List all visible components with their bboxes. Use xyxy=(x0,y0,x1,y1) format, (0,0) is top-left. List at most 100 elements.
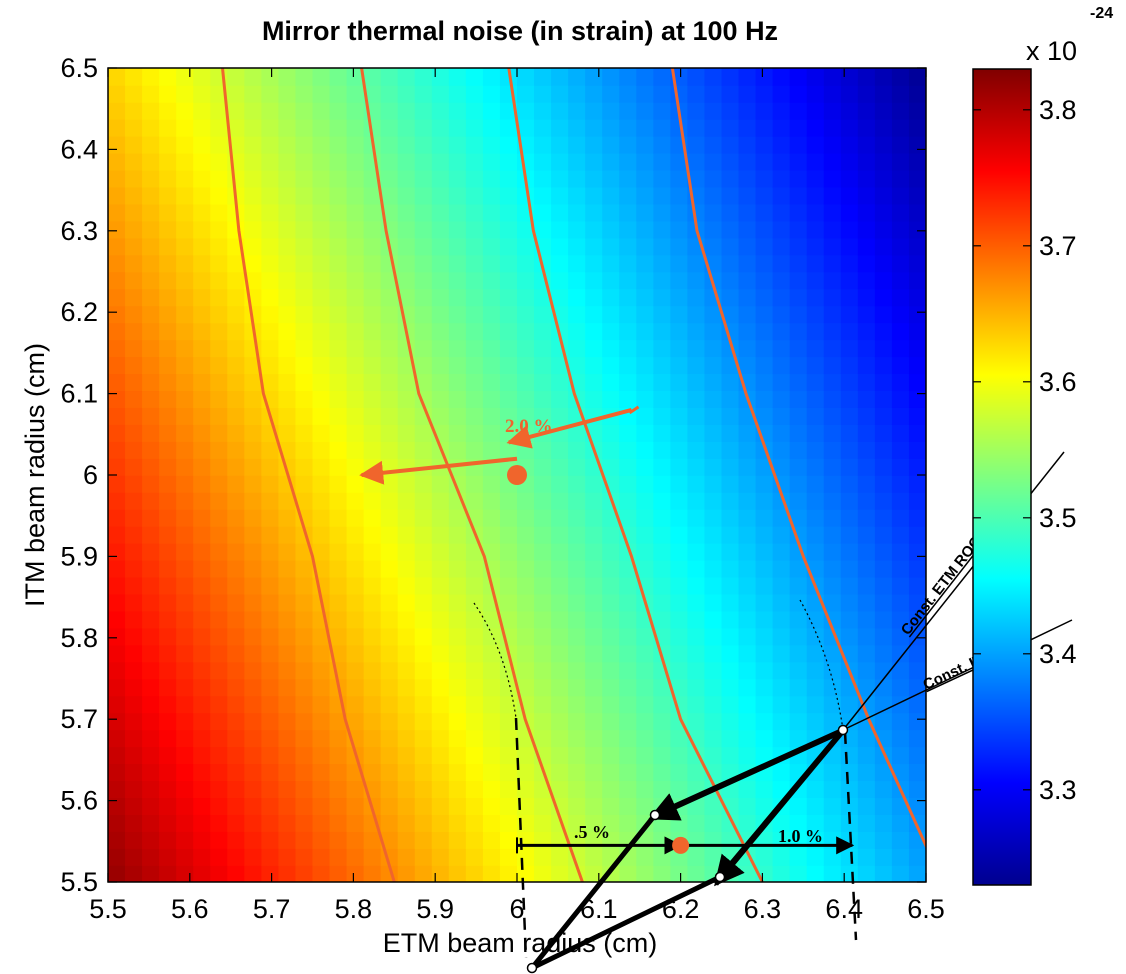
heatmap-cell xyxy=(295,593,314,612)
heatmap-cell xyxy=(772,203,791,222)
heatmap-cell xyxy=(619,322,638,341)
heatmap-cell xyxy=(176,763,195,782)
heatmap-cell xyxy=(568,237,586,256)
heatmap-cell xyxy=(738,475,757,493)
heatmap-cell xyxy=(755,559,774,578)
heatmap-cell xyxy=(755,407,774,425)
heatmap-cell xyxy=(585,135,604,154)
heatmap-cell xyxy=(312,763,331,782)
heatmap-cell xyxy=(193,118,212,137)
heatmap-cell xyxy=(448,610,467,629)
heatmap-cell xyxy=(772,424,791,442)
heatmap-cell xyxy=(619,339,638,358)
heatmap-cell xyxy=(108,678,126,697)
heatmap-cell xyxy=(857,356,876,375)
heatmap-cell xyxy=(636,152,655,171)
heatmap-cell xyxy=(363,865,382,882)
heatmap-cell xyxy=(227,712,246,731)
heatmap-cell xyxy=(414,797,433,815)
heatmap-cell xyxy=(448,271,467,290)
heatmap-cell xyxy=(193,84,212,103)
heatmap-cell xyxy=(414,271,433,290)
heatmap-cell xyxy=(823,305,842,324)
heatmap-cell xyxy=(602,186,621,205)
heatmap-cell xyxy=(772,101,791,120)
heatmap-cell xyxy=(346,407,365,425)
heatmap-cell xyxy=(670,763,689,782)
heatmap-cell xyxy=(534,525,552,544)
heatmap-cell xyxy=(653,712,672,731)
heatmap-cell xyxy=(346,797,365,815)
heatmap-cell xyxy=(687,678,706,697)
heatmap-cell xyxy=(448,542,467,561)
heatmap-cell xyxy=(534,441,552,459)
heatmap-cell xyxy=(891,814,910,832)
heatmap-cell xyxy=(312,254,331,273)
heatmap-cell xyxy=(210,491,229,510)
heatmap-cell xyxy=(670,678,689,697)
heatmap-cell xyxy=(585,220,604,239)
heatmap-cell xyxy=(619,254,638,273)
heatmap-cell xyxy=(312,203,331,222)
heatmap-cell xyxy=(619,84,638,103)
heatmap-cell xyxy=(261,203,280,222)
heatmap-cell xyxy=(380,661,399,680)
heatmap-cell xyxy=(772,220,791,239)
heatmap-cell xyxy=(874,152,893,171)
heatmap-cell xyxy=(193,865,212,882)
heatmap-cell xyxy=(448,780,467,799)
heatmap-cell xyxy=(534,542,552,561)
heatmap-cell xyxy=(397,712,416,731)
heatmap-cell xyxy=(244,661,263,680)
heatmap-cell xyxy=(687,593,706,612)
heatmap-cell xyxy=(414,695,433,714)
heatmap-cell xyxy=(568,780,586,799)
heatmap-cell xyxy=(465,424,484,442)
heatmap-cell xyxy=(534,508,552,527)
heatmap-cell xyxy=(857,814,876,832)
heatmap-cell xyxy=(431,678,450,697)
heatmap-cell xyxy=(738,746,757,765)
heatmap-cell xyxy=(789,271,808,290)
heatmap-cell xyxy=(448,424,467,442)
heatmap-cell xyxy=(653,525,672,544)
heatmap-cell xyxy=(670,152,689,171)
heatmap-cell xyxy=(585,475,604,493)
heatmap-cell xyxy=(823,576,842,595)
heatmap-cell xyxy=(840,458,859,476)
heatmap-cell xyxy=(721,627,740,646)
heatmap-cell xyxy=(789,254,808,273)
heatmap-cell xyxy=(125,407,143,425)
heatmap-cell xyxy=(806,220,825,239)
heatmap-cell xyxy=(551,152,569,171)
heatmap-cell xyxy=(534,390,552,408)
heatmap-cell xyxy=(108,508,126,527)
heatmap-cell xyxy=(346,424,365,442)
heatmap-cell xyxy=(261,118,280,137)
heatmap-cell xyxy=(397,390,416,408)
heatmap-cell xyxy=(244,458,263,476)
heatmap-cell xyxy=(159,678,177,697)
heatmap-cell xyxy=(772,322,791,341)
heatmap-cell xyxy=(857,525,876,544)
heatmap-cell xyxy=(363,475,382,493)
heatmap-cell xyxy=(499,254,518,273)
heatmap-cell xyxy=(636,254,655,273)
heatmap-cell xyxy=(363,322,382,341)
heatmap-cell xyxy=(210,424,229,442)
heatmap-cell xyxy=(448,831,467,849)
heatmap-cell xyxy=(227,118,246,137)
heatmap-cell xyxy=(806,542,825,561)
heatmap-cell xyxy=(755,305,774,324)
heatmap-cell xyxy=(874,763,893,782)
heatmap-cell xyxy=(585,68,604,86)
heatmap-cell xyxy=(125,424,143,442)
heatmap-cell xyxy=(517,610,535,629)
heatmap-cell xyxy=(806,237,825,256)
heatmap-cell xyxy=(687,661,706,680)
heatmap-cell xyxy=(789,491,808,510)
heatmap-cell xyxy=(312,848,331,866)
heatmap-cell xyxy=(397,593,416,612)
heatmap-cell xyxy=(857,288,876,307)
heatmap-cell xyxy=(193,475,212,493)
